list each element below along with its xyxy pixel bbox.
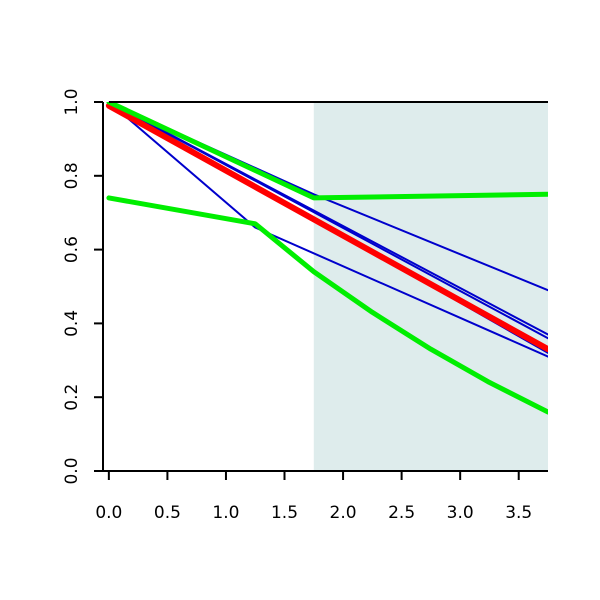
series-line-3 bbox=[107, 102, 548, 340]
x-tick-label: 1.0 bbox=[212, 503, 239, 523]
y-tick-label: 0.8 bbox=[62, 162, 82, 189]
series-line-5 bbox=[107, 102, 548, 358]
series-line-8 bbox=[106, 195, 548, 415]
x-tick-label: 0.0 bbox=[95, 503, 122, 523]
x-tick-label: 2.0 bbox=[330, 503, 357, 523]
y-tick-label: 0.6 bbox=[62, 236, 82, 263]
y-tick-label: 0.2 bbox=[62, 384, 82, 411]
series-line-7 bbox=[106, 102, 548, 201]
y-tick-label: 1.0 bbox=[62, 88, 82, 115]
x-tick-label: 3.0 bbox=[447, 503, 474, 523]
x-tick-label: 0.5 bbox=[154, 503, 181, 523]
series-layer bbox=[105, 102, 548, 415]
axes-layer: 0.0 0.5 1.0 1.5 2.0 2.5 3.0 3.5 0.0 0.2 0.4 0.6 0.8 1… bbox=[62, 88, 548, 523]
x-tick-label: 3.5 bbox=[505, 503, 532, 523]
series-line-6 bbox=[105, 102, 548, 353]
y-tick-label: 0.4 bbox=[62, 310, 82, 337]
x-tick-label: 2.5 bbox=[388, 503, 415, 523]
y-tick-label: 0.0 bbox=[62, 457, 82, 484]
x-tick-label: 1.5 bbox=[271, 503, 298, 523]
